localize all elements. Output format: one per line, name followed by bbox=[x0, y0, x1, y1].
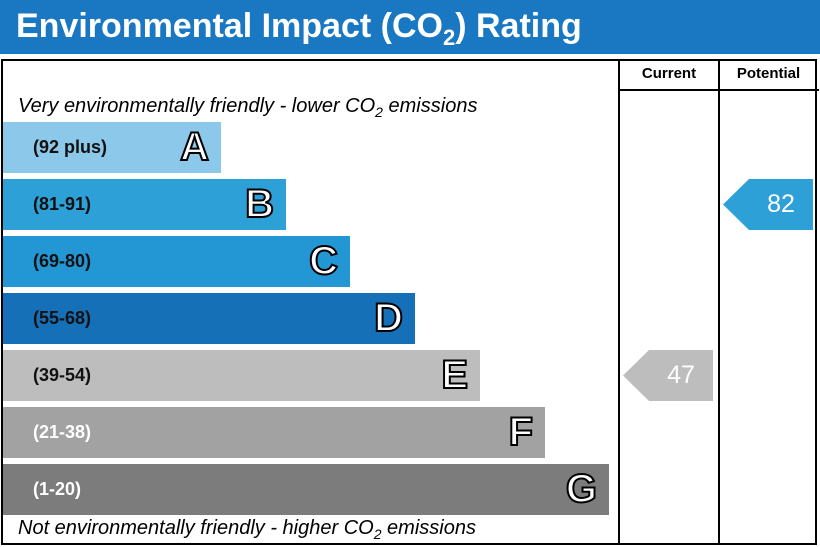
band-letter: C bbox=[308, 238, 339, 284]
bottom-note: Not environmentally friendly - higher CO… bbox=[18, 517, 476, 542]
current-rating-arrow: 47 bbox=[623, 350, 713, 401]
band-letter: A bbox=[179, 124, 210, 170]
band-range-label: (55-68) bbox=[33, 308, 92, 328]
band-letter: G bbox=[565, 466, 598, 512]
band-range-label: (69-80) bbox=[33, 251, 92, 271]
column-header-divider bbox=[619, 89, 819, 91]
column-divider-current bbox=[618, 59, 620, 545]
band-range-label: (21-38) bbox=[33, 422, 92, 442]
band-e: (39-54) E bbox=[3, 350, 480, 401]
potential-column-header: Potential bbox=[736, 65, 801, 82]
chart-header: Environmental Impact (CO2) Rating bbox=[0, 0, 820, 54]
band-b: (81-91) B bbox=[3, 179, 286, 230]
band-letter: E bbox=[440, 352, 469, 398]
band-letter: F bbox=[508, 409, 534, 455]
column-divider-potential bbox=[718, 59, 720, 545]
band-letter: D bbox=[373, 295, 404, 341]
rating-frame bbox=[1, 59, 817, 545]
band-f: (21-38) F bbox=[3, 407, 545, 458]
chart-title: Environmental Impact (CO2) Rating bbox=[16, 7, 582, 50]
current-column-header: Current bbox=[641, 65, 697, 82]
band-d: (55-68) D bbox=[3, 293, 415, 344]
band-range-label: (39-54) bbox=[33, 365, 92, 385]
band-range-label: (92 plus) bbox=[33, 137, 108, 157]
band-g: (1-20) G bbox=[3, 464, 609, 515]
band-range-label: (81-91) bbox=[33, 194, 92, 214]
band-letter: B bbox=[244, 181, 275, 227]
band-range-label: (1-20) bbox=[33, 479, 82, 499]
band-a: (92 plus) A bbox=[3, 122, 221, 173]
band-c: (69-80) C bbox=[3, 236, 350, 287]
top-note: Very environmentally friendly - lower CO… bbox=[18, 95, 478, 120]
current-rating-value: 47 bbox=[667, 361, 695, 389]
potential-rating-value: 82 bbox=[767, 190, 795, 218]
